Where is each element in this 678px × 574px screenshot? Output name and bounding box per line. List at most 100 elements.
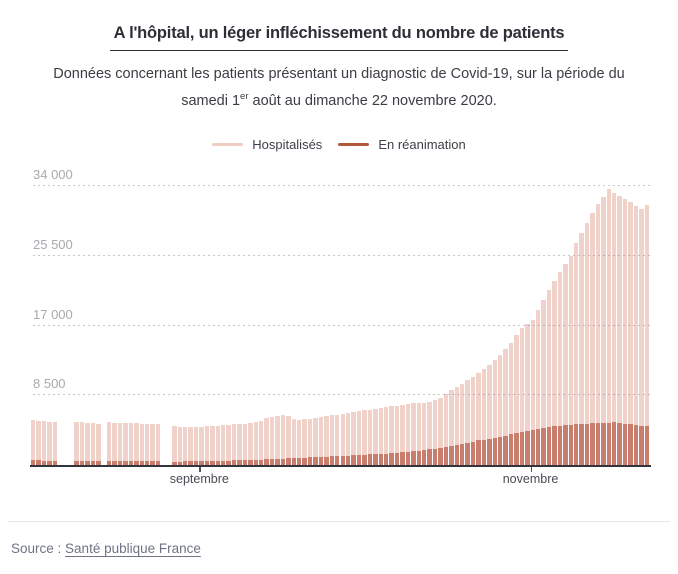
bar-hospitalises[interactable] — [231, 424, 237, 465]
bar-hospitalises[interactable] — [280, 415, 286, 465]
bar-hospitalises[interactable] — [595, 204, 601, 465]
bar-reanimation[interactable] — [139, 461, 145, 465]
bar-reanimation[interactable] — [459, 443, 465, 465]
bar-reanimation[interactable] — [269, 459, 275, 465]
bar-reanimation[interactable] — [150, 461, 155, 465]
bar-hospitalises[interactable] — [525, 323, 530, 465]
bar-hospitalises[interactable] — [535, 309, 541, 465]
bar-hospitalises[interactable] — [248, 423, 253, 465]
bar-hospitalises[interactable] — [215, 425, 221, 465]
bar-reanimation[interactable] — [79, 460, 85, 465]
bar-reanimation[interactable] — [307, 457, 313, 465]
bar-hospitalises[interactable] — [269, 416, 275, 465]
bar-reanimation[interactable] — [454, 444, 459, 465]
bar-hospitalises[interactable] — [579, 232, 584, 465]
bar-reanimation[interactable] — [481, 439, 487, 465]
bar-reanimation[interactable] — [378, 453, 383, 465]
bar-hospitalises[interactable] — [36, 420, 41, 465]
bar-hospitalises[interactable] — [275, 415, 280, 465]
bar-reanimation[interactable] — [633, 425, 639, 465]
bar-reanimation[interactable] — [210, 460, 215, 465]
bar-reanimation[interactable] — [134, 461, 139, 465]
bar-reanimation[interactable] — [416, 450, 421, 465]
bar-reanimation[interactable] — [90, 460, 96, 465]
bar-hospitalises[interactable] — [563, 263, 568, 465]
bar-reanimation[interactable] — [421, 450, 427, 465]
bar-reanimation[interactable] — [438, 447, 443, 465]
bar-hospitalises[interactable] — [345, 412, 351, 465]
bar-hospitalises[interactable] — [421, 402, 427, 465]
bar-hospitalises[interactable] — [297, 419, 302, 465]
bar-reanimation[interactable] — [199, 461, 204, 465]
bar-reanimation[interactable] — [432, 448, 438, 465]
bar-hospitalises[interactable] — [155, 423, 161, 465]
bar-reanimation[interactable] — [248, 460, 253, 465]
bar-reanimation[interactable] — [297, 457, 302, 465]
bar-hospitalises[interactable] — [519, 327, 525, 465]
bar-hospitalises[interactable] — [362, 410, 367, 465]
bar-hospitalises[interactable] — [123, 423, 128, 465]
bar-hospitalises[interactable] — [47, 421, 52, 465]
bar-hospitalises[interactable] — [568, 255, 573, 465]
bar-hospitalises[interactable] — [367, 409, 373, 465]
bar-reanimation[interactable] — [107, 460, 112, 465]
bar-hospitalises[interactable] — [204, 426, 210, 465]
bar-hospitalises[interactable] — [497, 355, 503, 465]
bar-reanimation[interactable] — [221, 460, 226, 465]
bar-hospitalises[interactable] — [193, 426, 199, 465]
bar-hospitalises[interactable] — [286, 415, 291, 465]
bar-hospitalises[interactable] — [573, 243, 579, 465]
bar-reanimation[interactable] — [117, 460, 123, 465]
bar-reanimation[interactable] — [514, 432, 519, 465]
bar-hospitalises[interactable] — [487, 364, 492, 465]
bar-hospitalises[interactable] — [454, 387, 459, 465]
bar-reanimation[interactable] — [373, 454, 378, 465]
bar-hospitalises[interactable] — [307, 418, 313, 465]
bar-hospitalises[interactable] — [590, 213, 595, 465]
bar-hospitalises[interactable] — [177, 426, 183, 465]
bar-hospitalises[interactable] — [52, 421, 58, 465]
bar-reanimation[interactable] — [487, 438, 492, 465]
bar-hospitalises[interactable] — [400, 404, 405, 465]
bar-reanimation[interactable] — [492, 437, 497, 465]
bar-hospitalises[interactable] — [74, 421, 79, 465]
bar-hospitalises[interactable] — [628, 201, 633, 465]
bar-reanimation[interactable] — [123, 461, 128, 465]
bar-hospitalises[interactable] — [85, 422, 90, 465]
bar-reanimation[interactable] — [427, 449, 432, 465]
bar-reanimation[interactable] — [226, 460, 231, 465]
bar-hospitalises[interactable] — [107, 422, 112, 465]
bar-hospitalises[interactable] — [557, 272, 563, 465]
bar-reanimation[interactable] — [611, 422, 617, 465]
bar-reanimation[interactable] — [237, 460, 242, 465]
bar-reanimation[interactable] — [557, 425, 563, 465]
bar-hospitalises[interactable] — [438, 397, 443, 465]
bar-reanimation[interactable] — [74, 460, 79, 465]
bar-reanimation[interactable] — [231, 460, 237, 465]
bar-hospitalises[interactable] — [253, 422, 259, 465]
bar-hospitalises[interactable] — [416, 403, 421, 465]
bar-reanimation[interactable] — [36, 460, 41, 465]
bar-hospitalises[interactable] — [335, 414, 340, 465]
bar-hospitalises[interactable] — [145, 423, 150, 465]
bar-reanimation[interactable] — [302, 457, 307, 465]
bar-reanimation[interactable] — [52, 460, 58, 465]
bar-hospitalises[interactable] — [134, 423, 139, 465]
bar-hospitalises[interactable] — [139, 423, 145, 465]
bar-hospitalises[interactable] — [405, 403, 411, 465]
bar-reanimation[interactable] — [96, 460, 101, 465]
bar-hospitalises[interactable] — [302, 419, 307, 465]
bar-hospitalises[interactable] — [606, 189, 611, 465]
bar-hospitalises[interactable] — [340, 413, 345, 465]
bar-hospitalises[interactable] — [541, 300, 546, 465]
bar-reanimation[interactable] — [324, 456, 329, 465]
bar-hospitalises[interactable] — [128, 423, 134, 465]
bar-hospitalises[interactable] — [221, 425, 226, 465]
bar-hospitalises[interactable] — [41, 421, 47, 465]
bar-reanimation[interactable] — [188, 461, 193, 465]
bar-hospitalises[interactable] — [481, 368, 487, 465]
bar-reanimation[interactable] — [465, 442, 470, 465]
bar-reanimation[interactable] — [155, 461, 161, 465]
bar-hospitalises[interactable] — [378, 407, 383, 465]
bar-hospitalises[interactable] — [449, 390, 454, 465]
